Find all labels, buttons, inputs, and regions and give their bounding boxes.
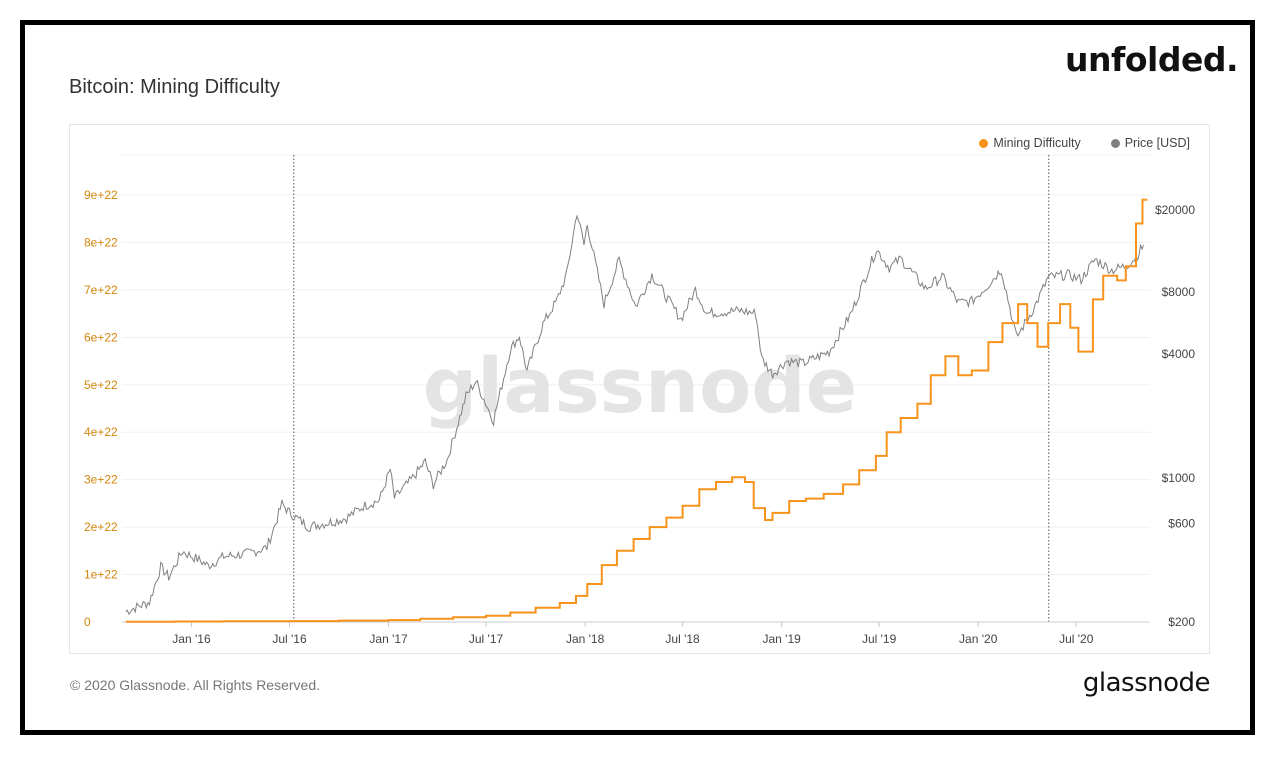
legend: Mining Difficulty Price [USD]: [979, 136, 1190, 150]
y-left-tick-label: 9e+22: [84, 188, 118, 202]
y-right-tick-label: $200: [1168, 615, 1195, 629]
legend-difficulty-dot: [979, 138, 989, 148]
brand-logo: unfolded.: [1065, 40, 1239, 79]
x-tick-label: Jan '17: [369, 632, 408, 646]
watermark: glassnode: [423, 341, 857, 430]
x-tick-label: Jan '19: [763, 632, 802, 646]
y-left-tick-label: 5e+22: [84, 378, 118, 392]
price-series-line: [125, 214, 1144, 616]
x-tick-label: Jul '18: [665, 632, 700, 646]
x-tick-label: Jan '16: [172, 632, 211, 646]
y-left-tick-label: 2e+22: [84, 520, 118, 534]
y-left-tick-label: 0: [84, 615, 91, 629]
glassnode-logo: glassnode: [1082, 668, 1211, 698]
y-left-tick-label: 1e+22: [84, 568, 118, 582]
chart-frame: [20, 20, 1255, 735]
x-tick-label: Jul '16: [272, 632, 307, 646]
y-left-tick-label: 6e+22: [84, 330, 118, 344]
legend-item-price[interactable]: Price [USD]: [1110, 136, 1190, 150]
legend-item-difficulty[interactable]: Mining Difficulty: [979, 136, 1081, 150]
x-tick-label: Jul '17: [469, 632, 504, 646]
y-left-tick-label: 8e+22: [84, 235, 118, 249]
y-right-tick-label: $600: [1168, 517, 1195, 531]
chart-box: [69, 124, 1210, 654]
legend-price-dot: [1110, 138, 1120, 148]
x-tick-label: Jan '18: [566, 632, 605, 646]
x-tick-label: Jan '20: [959, 632, 998, 646]
chart-title: Bitcoin: Mining Difficulty: [69, 76, 280, 98]
difficulty-series-line: [125, 198, 1148, 623]
y-right-tick-label: $1000: [1162, 471, 1196, 485]
y-left-tick-label: 4e+22: [84, 425, 118, 439]
x-tick-label: Jul '19: [862, 632, 897, 646]
y-left-tick-label: 3e+22: [84, 473, 118, 487]
copyright: © 2020 Glassnode. All Rights Reserved.: [70, 677, 321, 693]
x-tick-label: Jul '20: [1059, 632, 1094, 646]
legend-price-label: Price [USD]: [1124, 136, 1190, 150]
y-left-tick-label: 7e+22: [84, 283, 118, 297]
y-right-tick-label: $4000: [1162, 347, 1196, 361]
legend-difficulty-label: Mining Difficulty: [993, 136, 1081, 150]
y-right-tick-label: $20000: [1155, 203, 1195, 217]
y-right-tick-label: $8000: [1162, 285, 1196, 299]
